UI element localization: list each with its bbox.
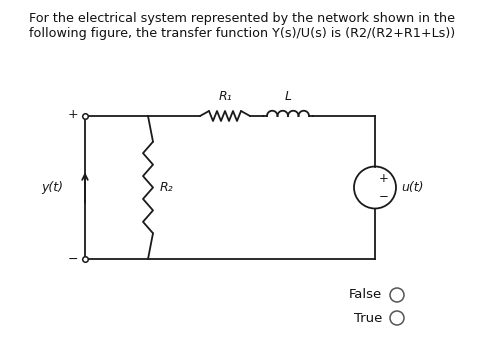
Text: +: + [67,107,78,120]
Text: −: − [378,190,388,203]
Text: R₂: R₂ [160,181,173,194]
Text: +: + [378,172,388,185]
Text: False: False [348,289,381,301]
Text: u(t): u(t) [400,181,423,194]
Text: For the electrical system represented by the network shown in the: For the electrical system represented by… [29,12,454,25]
Text: −: − [67,253,78,265]
Text: R₁: R₁ [218,90,231,103]
Text: y(t): y(t) [41,181,63,194]
Text: True: True [353,312,381,324]
Text: following figure, the transfer function Y(s)/U(s) is (R2/(R2+R1+Ls)): following figure, the transfer function … [29,27,454,40]
Text: L: L [284,90,291,103]
